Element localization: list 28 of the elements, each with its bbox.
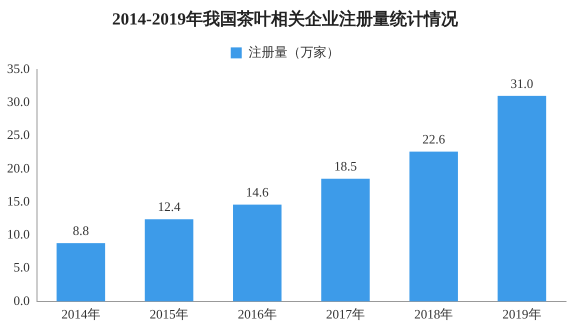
bar [321, 178, 370, 302]
y-tick-label: 20.0 [7, 160, 30, 176]
data-label: 18.5 [334, 158, 357, 174]
data-label: 14.6 [246, 184, 270, 200]
x-tick-label: 2014年 [61, 306, 100, 322]
x-tick-label: 2019年 [502, 306, 542, 322]
y-tick-label: 25.0 [7, 127, 30, 142]
x-tick-label: 2017年 [326, 306, 365, 322]
y-tick-label: 30.0 [7, 94, 30, 109]
data-label: 8.8 [72, 222, 89, 238]
chart-title: 2014-2019年我国茶叶相关企业注册量统计情况 [112, 10, 459, 29]
bar [498, 96, 546, 302]
data-label: 12.4 [158, 199, 181, 214]
data-label: 31.0 [510, 76, 534, 91]
y-tick-label: 35.0 [7, 60, 30, 76]
x-tick-label: 2015年 [150, 306, 189, 322]
bar [409, 152, 458, 302]
legend-label: 注册量（万家） [248, 44, 340, 60]
y-tick-label: 10.0 [7, 226, 30, 242]
bar [56, 243, 106, 302]
x-tick-label: 2016年 [238, 306, 277, 322]
data-label: 22.6 [422, 132, 446, 147]
y-tick-label: 0.0 [14, 292, 30, 308]
y-tick-label: 5.0 [14, 260, 30, 275]
y-tick-label: 15.0 [7, 193, 30, 208]
bar [233, 204, 282, 302]
x-tick-label: 2018年 [414, 306, 454, 322]
bar [144, 219, 194, 302]
